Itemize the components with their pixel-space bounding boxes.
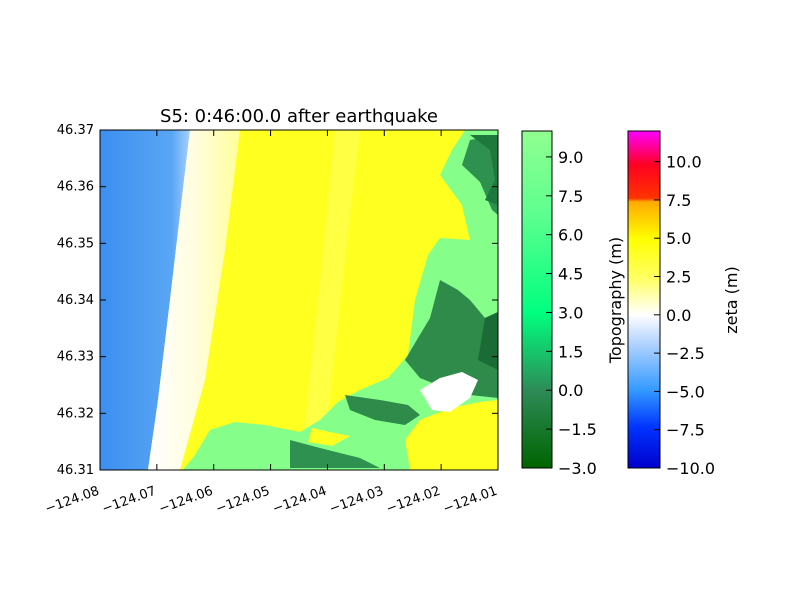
zeta-colorbar-ticks: −10.0 −7.5 −5.0 −2.5 0.0 2.5 5.0 7.5 10.0 [654, 153, 715, 478]
topography-colorbar: −3.0 −1.5 0.0 1.5 3.0 4.5 6.0 7.5 9.0 Topography… [521, 130, 625, 478]
x-tick-label: −124.08 [43, 484, 101, 517]
x-tick-label: −124.04 [271, 484, 329, 517]
x-tick-label: −124.07 [100, 484, 158, 517]
colorbar-tick-label: 0.0 [666, 306, 691, 325]
colorbar-tick-label: 9.0 [558, 148, 583, 167]
colorbar-tick-label: 7.5 [666, 191, 691, 210]
colorbar-tick-label: −7.5 [666, 421, 705, 440]
colorbar-tick-label: 5.0 [666, 229, 691, 248]
x-tick-label: −124.01 [441, 484, 499, 517]
colorbar-tick-label: 4.5 [558, 265, 583, 284]
y-tick-label: 46.34 [57, 293, 94, 308]
colorbar-tick-label: −2.5 [666, 344, 705, 363]
colorbar-tick-label: 2.5 [666, 268, 691, 287]
y-tick-label: 46.36 [57, 180, 94, 195]
colorbar-tick-label: −5.0 [666, 382, 705, 401]
colorbar-tick-label: 0.0 [558, 381, 583, 400]
colorbar-tick-label: −10.0 [666, 459, 715, 478]
y-tick-label: 46.35 [57, 236, 94, 251]
colorbar-tick-label: −1.5 [558, 420, 597, 439]
map-image [100, 130, 498, 470]
zeta-colorbar: −10.0 −7.5 −5.0 −2.5 0.0 2.5 5.0 7.5 10.0 zeta (… [627, 130, 741, 478]
zeta-colorbar-gradient [627, 130, 661, 469]
colorbar-tick-label: 1.5 [558, 342, 583, 361]
colorbar-tick-label: 7.5 [558, 187, 583, 206]
y-tick-label: 46.33 [57, 350, 94, 365]
topography-colorbar-ticks: −3.0 −1.5 0.0 1.5 3.0 4.5 6.0 7.5 9.0 [546, 148, 597, 478]
y-tick-label: 46.37 [57, 123, 94, 138]
colorbar-tick-label: 10.0 [666, 153, 702, 172]
topography-colorbar-gradient [521, 130, 553, 469]
colorbar-tick-label: 3.0 [558, 303, 583, 322]
colorbar-tick-label: −3.0 [558, 459, 597, 478]
x-tick-label: −124.06 [157, 484, 215, 517]
zeta-colorbar-label: zeta (m) [722, 266, 741, 333]
chart-title: S5: 0:46:00.0 after earthquake [160, 106, 438, 127]
y-axis-ticks: 46.31 46.32 46.33 46.34 46.35 46.36 46.37 [57, 123, 498, 478]
x-tick-label: −124.02 [384, 484, 442, 517]
topography-colorbar-label: Topography (m) [606, 237, 625, 364]
x-tick-label: −124.05 [214, 484, 272, 517]
x-tick-label: −124.03 [328, 484, 386, 517]
y-tick-label: 46.32 [57, 406, 94, 421]
colorbar-tick-label: 6.0 [558, 226, 583, 245]
y-tick-label: 46.31 [57, 463, 94, 478]
